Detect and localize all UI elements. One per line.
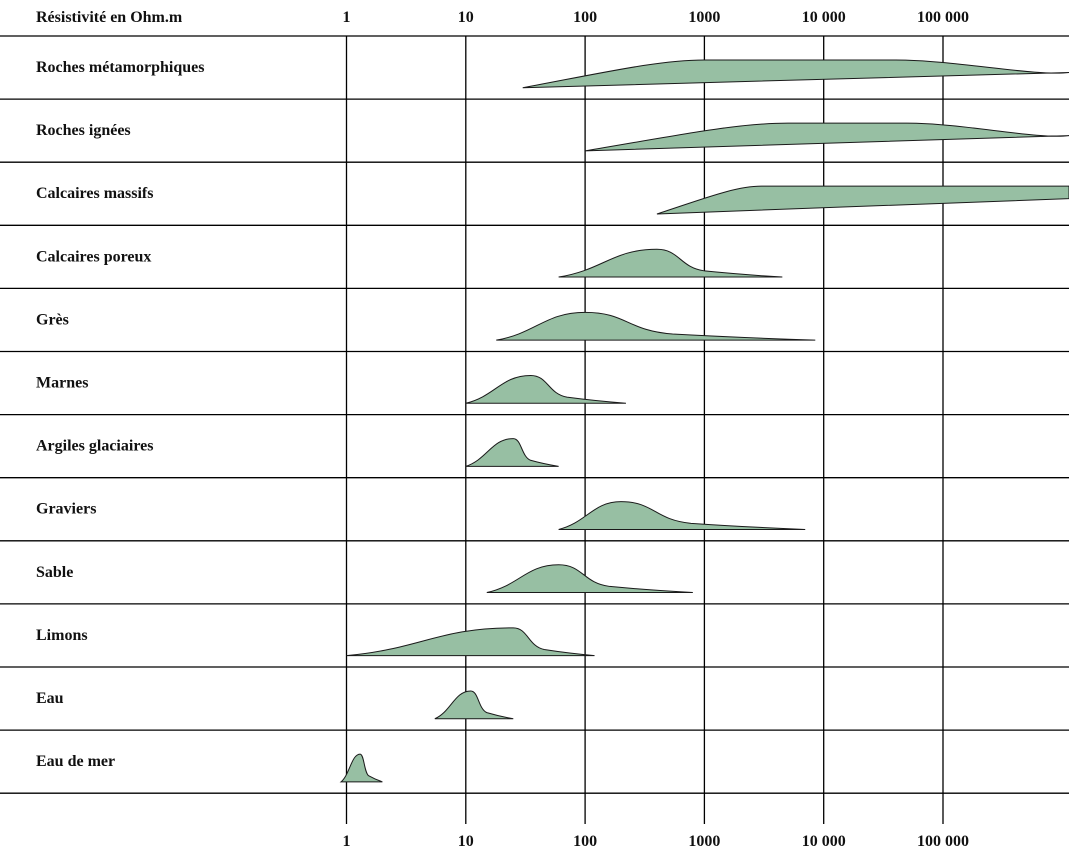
resistivity-range-10	[434, 690, 514, 720]
top-tick-label: 10 000	[802, 9, 846, 26]
resistivity-range-6	[465, 438, 559, 467]
resistivity-range-5	[465, 374, 626, 404]
row-label: Calcaires poreux	[36, 248, 151, 265]
resistivity-range-11	[339, 753, 383, 783]
shapes-layer	[339, 59, 1069, 783]
bottom-tick-label: 10 000	[802, 833, 846, 850]
top-tick-label: 100	[573, 9, 597, 26]
row-label: Eau de mer	[36, 753, 115, 770]
bottom-tick-label: 10	[458, 833, 474, 850]
row-label: Graviers	[36, 501, 96, 518]
resistivity-range-9	[346, 627, 595, 657]
resistivity-range-1	[585, 122, 1069, 152]
row-label: Roches métamorphiques	[36, 59, 204, 76]
row-label: Marnes	[36, 374, 88, 391]
row-label: Grès	[36, 311, 69, 328]
rows-layer	[0, 35, 1069, 794]
bottom-tick-label: 1	[343, 833, 351, 850]
resistivity-range-3	[558, 248, 783, 278]
resistivity-range-2	[656, 185, 1069, 215]
row-label: Roches ignées	[36, 122, 131, 139]
header-label: Résistivité en Ohm.m	[36, 9, 183, 26]
row-label: Eau	[36, 690, 64, 707]
top-tick-label: 100 000	[917, 9, 969, 26]
top-tick-label: 10	[458, 9, 474, 26]
resistivity-range-0	[522, 59, 1069, 89]
grid-layer	[345, 36, 944, 824]
top-tick-label: 1000	[688, 9, 720, 26]
row-label: Sable	[36, 564, 73, 581]
resistivity-range-4	[496, 311, 816, 341]
ticks-layer: 1 1 10 10 100 100 1000 1000 10 000 10 000 100 000 1…	[343, 9, 970, 850]
bottom-tick-label: 1000	[688, 833, 720, 850]
row-label: Calcaires massifs	[36, 185, 153, 202]
resistivity-range-7	[558, 501, 806, 530]
bottom-tick-label: 100 000	[917, 833, 969, 850]
labels-layer: Roches métamorphiques Roches ignées Calcai…	[36, 59, 204, 770]
bottom-tick-label: 100	[573, 833, 597, 850]
row-label: Argiles glaciaires	[36, 438, 153, 455]
resistivity-range-8	[486, 564, 693, 594]
top-tick-label: 1	[343, 9, 351, 26]
row-label: Limons	[36, 627, 88, 644]
